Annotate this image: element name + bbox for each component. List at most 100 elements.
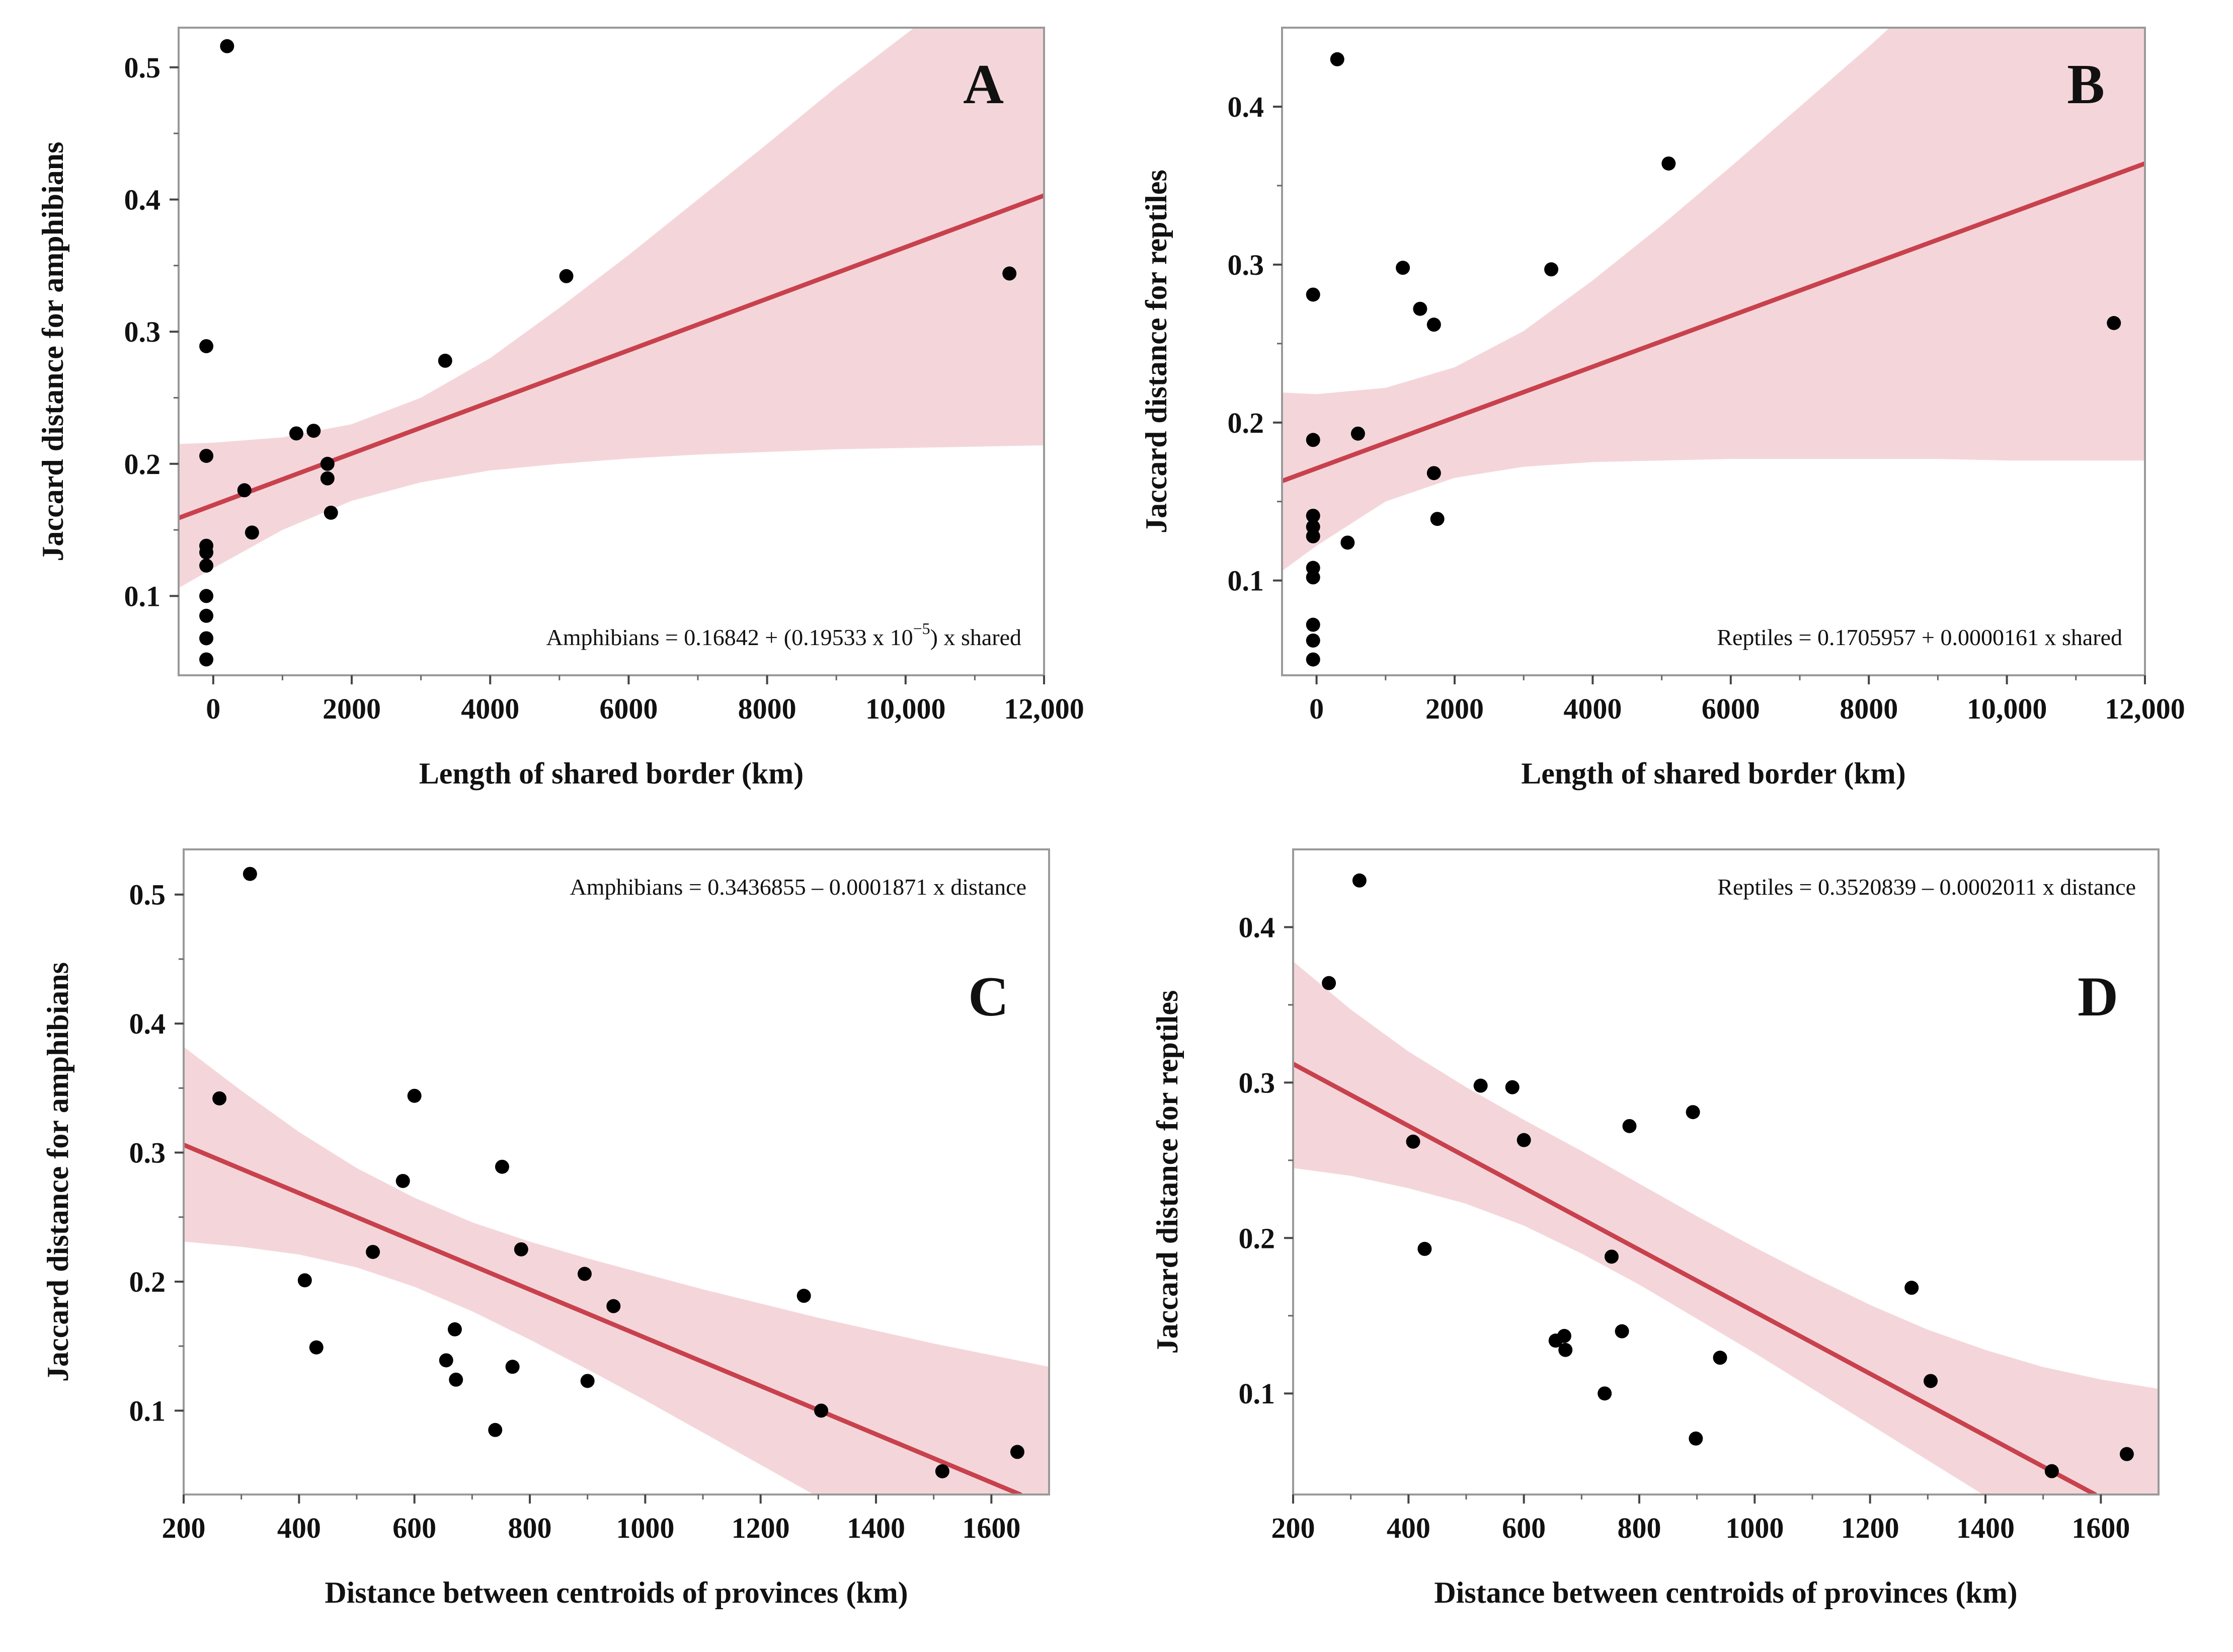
data-point (505, 1360, 520, 1374)
x-tick-label: 10,000 (865, 692, 946, 725)
x-axis-title: Distance between centroids of provinces … (1434, 1576, 2017, 1609)
x-tick-label: 1000 (616, 1512, 674, 1544)
data-point (1306, 433, 1320, 447)
data-point (1904, 1281, 1919, 1295)
data-point (199, 631, 214, 646)
data-point (199, 545, 214, 560)
regression-equation: Reptiles = 0.1705957 + 0.0000161 x share… (1717, 624, 2122, 650)
y-axis-title: Jaccard distance for reptiles (1140, 170, 1173, 533)
x-tick-label: 1400 (1956, 1512, 2015, 1544)
plot-frame (1292, 848, 2160, 1496)
data-point (1010, 1445, 1024, 1459)
data-point (1558, 1343, 1573, 1357)
data-point (1686, 1105, 1700, 1120)
regression-line (1293, 1061, 2098, 1494)
y-tick-label: 0.5 (129, 879, 166, 911)
data-point (1661, 156, 1676, 171)
data-point (306, 424, 321, 438)
plot-area (179, 28, 1044, 667)
panel-a: 0 2000 4000 6000 8000 10,000 12,000 0.1 0.2 0.3 0.… (36, 27, 1084, 790)
data-point (814, 1403, 829, 1418)
y-tick-label: 0.1 (1228, 565, 1264, 597)
data-point (297, 1273, 312, 1288)
data-point (1322, 976, 1336, 990)
panel-c: 200 400 600 800 1000 1200 1400 1600 0.1 0.2 0.3 0.4… (41, 848, 1050, 1609)
x-axis-title: Length of shared border (km) (1521, 757, 1905, 790)
y-tick-label: 0.3 (129, 1137, 166, 1169)
data-point (1396, 261, 1410, 275)
data-point (1340, 535, 1355, 550)
data-point (1615, 1324, 1629, 1339)
y-tick-label: 0.3 (124, 316, 161, 348)
data-point (1306, 570, 1320, 585)
data-point (309, 1340, 324, 1355)
x-tick-label: 1200 (1841, 1512, 1899, 1544)
data-point (1517, 1133, 1531, 1147)
equation-main: Reptiles = 0.1705957 + 0.0000161 x share… (1717, 624, 2122, 650)
data-point (1713, 1351, 1727, 1365)
equation-exponent: −5 (913, 619, 930, 638)
x-tick-label: 1600 (962, 1512, 1020, 1544)
x-tick-label: 800 (1618, 1512, 1661, 1544)
plot-area (1282, 28, 2145, 667)
data-point (439, 1353, 453, 1368)
panel-b: 0 2000 4000 6000 8000 10,000 12,000 0.1 0.2 0.3 0.… (1140, 27, 2185, 790)
equation-main: Reptiles = 0.3520839 – 0.0002011 x dista… (1717, 874, 2136, 900)
data-point (1330, 52, 1344, 66)
data-point (580, 1374, 595, 1388)
data-point (577, 1267, 592, 1281)
data-point (1426, 318, 1441, 332)
x-tick-label: 600 (392, 1512, 436, 1544)
x-tick-label: 12,000 (1004, 692, 1084, 725)
plot-frame (1281, 27, 2146, 676)
x-tick-label: 4000 (1563, 692, 1622, 725)
y-tick-label: 0.2 (124, 448, 161, 481)
panel-d: 200 400 600 800 1000 1200 1400 1600 0.1 0.2 0.3 0.4… (1151, 848, 2160, 1609)
equation-suffix: ) x shared (930, 624, 1021, 650)
y-tick-label: 0.2 (1228, 407, 1264, 439)
data-point (1306, 633, 1320, 648)
x-tick-label: 400 (277, 1512, 321, 1544)
equation-main: Amphibians = 0.16842 + (0.19533 x 10 (546, 624, 913, 650)
data-point (447, 1322, 462, 1336)
x-tick-label: 6000 (1702, 692, 1760, 725)
x-tick-label: 8000 (1840, 692, 1898, 725)
data-point (1413, 301, 1427, 316)
x-tick-label: 0 (1309, 692, 1324, 725)
y-tick-label: 0.4 (1239, 911, 1275, 943)
confidence-band (184, 1047, 1049, 1494)
data-point (1924, 1374, 1938, 1388)
data-point (1306, 617, 1320, 632)
data-point (495, 1159, 509, 1174)
y-tick-label: 0.1 (1239, 1377, 1275, 1410)
data-point (1306, 529, 1320, 543)
data-point (1306, 508, 1320, 523)
data-point (1598, 1386, 1612, 1401)
x-tick-label: 1600 (2071, 1512, 2130, 1544)
data-point (488, 1423, 503, 1437)
x-tick-label: 8000 (738, 692, 796, 725)
data-point (438, 353, 452, 368)
data-point (199, 652, 214, 667)
confidence-band (179, 28, 1044, 588)
x-tick-label: 4000 (461, 692, 519, 725)
data-point (243, 867, 257, 881)
confidence-band (1282, 28, 2145, 571)
plot-frame (183, 848, 1050, 1496)
data-point (935, 1464, 949, 1478)
data-point (245, 525, 259, 540)
x-tick-label: 12,000 (2105, 692, 2185, 725)
x-tick-label: 2000 (323, 692, 381, 725)
x-tick-label: 10,000 (1967, 692, 2047, 725)
data-point (2119, 1447, 2134, 1461)
data-point (559, 269, 574, 283)
y-tick-label: 0.4 (1228, 91, 1264, 123)
regression-line (1282, 161, 2145, 484)
data-point (212, 1091, 227, 1106)
x-tick-label: 1200 (732, 1512, 790, 1544)
data-point (1557, 1328, 1571, 1343)
data-point (1430, 512, 1445, 526)
x-tick-label: 800 (508, 1512, 552, 1544)
